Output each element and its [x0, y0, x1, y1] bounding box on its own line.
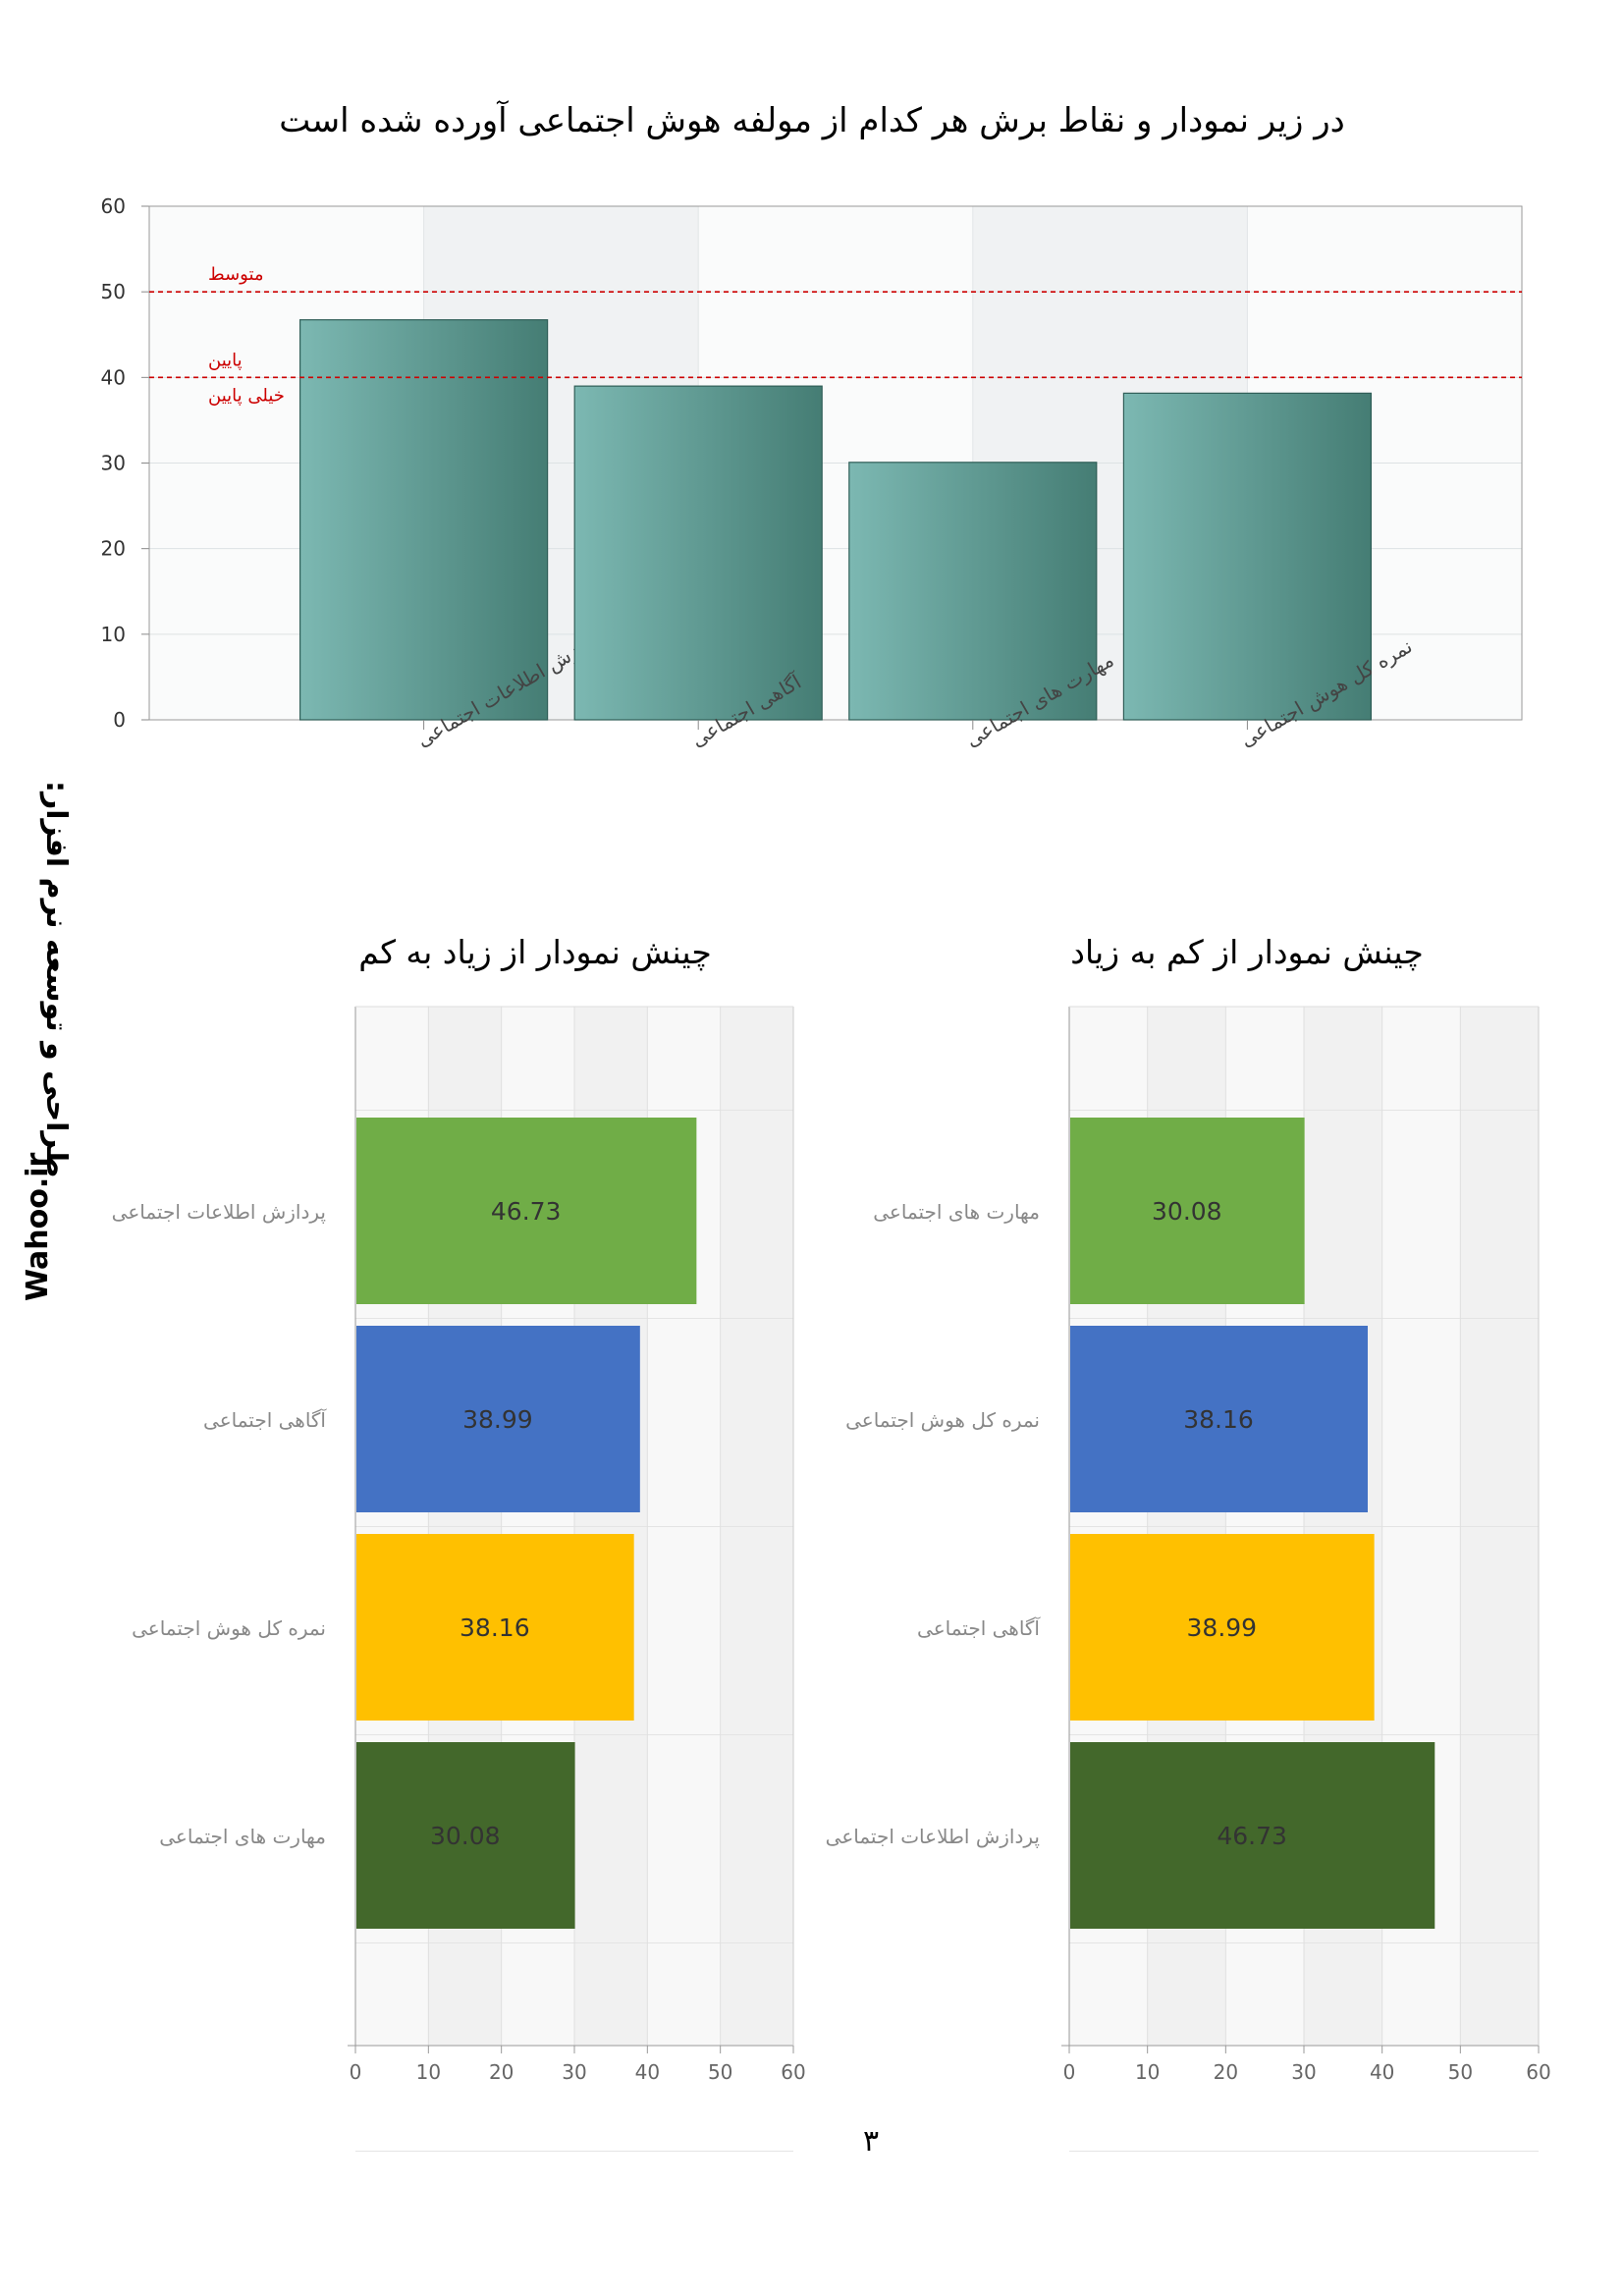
y-tick-label: 40	[101, 365, 126, 389]
page-title: در زیر نمودار و نقاط برش هر کدام از مولف…	[279, 101, 1345, 140]
y-tick-label: آگاهی اجتماعی	[917, 1615, 1041, 1640]
bar	[356, 1742, 575, 1929]
y-tick-label: پردازش اطلاعات اجتماعی	[826, 1825, 1040, 1849]
x-tick-label: 60	[781, 2060, 805, 2084]
x-tick-label: 40	[1370, 2060, 1394, 2084]
bar	[356, 1326, 640, 1512]
data-label: 46.73	[491, 1197, 562, 1226]
y-tick-label: نمره کل هوش اجتماعی	[845, 1408, 1040, 1432]
y-tick-label: مهارت های اجتماعی	[159, 1825, 326, 1848]
page-number: ۳	[862, 2124, 880, 2159]
data-label: 30.08	[1152, 1197, 1222, 1226]
x-tick-label: 40	[635, 2060, 660, 2084]
y-tick-label: 30	[101, 452, 126, 475]
cutoff-label: خیلی پایین	[208, 385, 285, 406]
side-credit: طراحی و توسعه نرم افزار: Wahoo.ir	[21, 781, 69, 1301]
x-tick-label: 20	[489, 2060, 514, 2084]
data-label: 30.08	[430, 1822, 501, 1850]
y-tick-label: آگاهی اجتماعی	[203, 1407, 327, 1432]
desc-chart-title: چینش نمودار از زیاد به کم	[358, 933, 712, 971]
bar	[573, 385, 823, 721]
data-label: 38.99	[462, 1405, 533, 1434]
x-tick-label: 0	[1063, 2060, 1076, 2084]
x-tick-label: 10	[416, 2060, 441, 2084]
bar	[1070, 1118, 1305, 1304]
y-tick-label: 60	[101, 194, 126, 218]
plot-border	[148, 205, 1523, 721]
data-label: 38.16	[460, 1613, 530, 1642]
bar	[848, 462, 1098, 721]
bar	[356, 1534, 634, 1721]
bar	[356, 1118, 697, 1304]
asc-chart-title: چینش نمودار از کم به زیاد	[1070, 933, 1424, 971]
y-tick-label: نمره کل هوش اجتماعی	[132, 1616, 326, 1640]
x-tick-label: 30	[1291, 2060, 1316, 2084]
data-label: 38.16	[1183, 1405, 1254, 1434]
bar	[1122, 392, 1373, 721]
x-tick-label: 60	[1526, 2060, 1550, 2084]
cutoff-label: متوسط	[208, 264, 264, 285]
bar	[299, 319, 549, 721]
y-tick-label: 10	[101, 623, 126, 646]
y-tick-label: 0	[113, 708, 126, 732]
x-tick-label: 20	[1214, 2060, 1238, 2084]
y-tick-label: 20	[101, 537, 126, 561]
x-tick-label: 50	[1448, 2060, 1473, 2084]
x-tick-label: 10	[1135, 2060, 1160, 2084]
y-tick-label: مهارت های اجتماعی	[873, 1200, 1040, 1224]
side-site-text: Wahoo.ir	[21, 1152, 55, 1301]
cutoff-label: پایین	[208, 350, 243, 370]
bar	[1070, 1534, 1375, 1721]
x-tick-label: 0	[350, 2060, 362, 2084]
x-tick-label: 30	[562, 2060, 586, 2084]
bar	[1070, 1742, 1435, 1929]
data-label: 38.99	[1187, 1613, 1258, 1642]
y-tick-label: پردازش اطلاعات اجتماعی	[112, 1200, 326, 1225]
asc-sorted-bar-chart: 0 10 20 30 40 50 60 30.08 مهارت های اجتماعی 38.16…	[826, 1006, 1551, 2152]
desc-sorted-bar-chart: 0 10 20 30 40 50 60 46.73 پردازش اطلاعات اجتماعی…	[112, 1006, 806, 2152]
x-tick-label: 50	[708, 2060, 732, 2084]
y-tick-label: 50	[101, 280, 126, 303]
data-label: 46.73	[1217, 1822, 1287, 1850]
side-credit-text: طراحی و توسعه نرم افزار:	[39, 781, 69, 1177]
bar	[1070, 1326, 1369, 1512]
